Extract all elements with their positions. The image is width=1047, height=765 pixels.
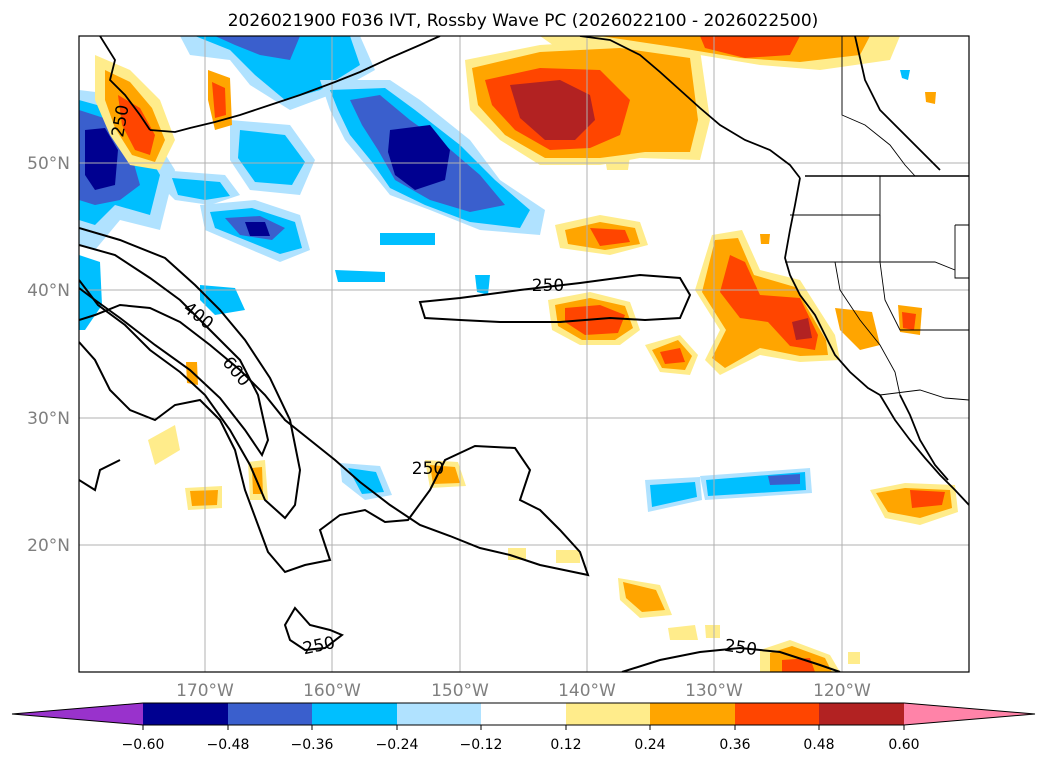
- colorbar-bin: [819, 703, 904, 725]
- colorbar-tick-marks: [142, 725, 905, 730]
- positive-anomaly-region: [700, 36, 800, 58]
- lon-label: 140°W: [558, 681, 616, 701]
- ivt-contours: [79, 227, 841, 672]
- lon-label: 130°W: [685, 681, 743, 701]
- colorbar-tick-label: −0.12: [460, 737, 503, 753]
- lon-label: 170°W: [176, 681, 234, 701]
- positive-anomaly-region: [186, 362, 198, 385]
- positive-anomaly-region: [556, 550, 580, 563]
- negative-anomaly-region: [85, 128, 118, 190]
- negative-anomaly-region: [238, 130, 305, 185]
- colorbar-tick-label: −0.60: [122, 737, 165, 753]
- positive-anomaly-region: [668, 625, 698, 640]
- negative-anomaly-region: [335, 270, 385, 282]
- positive-anomaly-region: [148, 425, 180, 465]
- colorbar-under-arrow: [12, 703, 143, 725]
- lat-label: 40°N: [27, 281, 70, 301]
- colorbar-bin: [566, 703, 650, 725]
- colorbar-bin: [650, 703, 735, 725]
- positive-anomaly-region: [590, 228, 630, 246]
- negative-anomaly-region: [388, 125, 450, 190]
- negative-anomaly-region: [195, 36, 360, 100]
- positive-anomaly-region: [118, 95, 155, 155]
- colorbar-bin: [481, 703, 566, 725]
- negative-anomaly-region: [380, 233, 435, 245]
- lat-label: 20°N: [27, 536, 70, 556]
- lon-label: 160°W: [303, 681, 361, 701]
- colorbar-tick-label: 0.12: [550, 737, 581, 753]
- negative-anomaly-region: [650, 482, 697, 507]
- colorbar-tick-label: 0.48: [803, 737, 834, 753]
- colorbar-bin: [312, 703, 397, 725]
- colorbar-tick-label: −0.36: [291, 737, 334, 753]
- lat-label: 50°N: [27, 154, 70, 174]
- colorbar-tick-label: 0.36: [719, 737, 750, 753]
- latitude-labels: 50°N 40°N 30°N 20°N: [27, 154, 70, 556]
- colorbar-bin: [143, 703, 228, 725]
- colorbar-tick-label: −0.48: [207, 737, 250, 753]
- lon-label: 150°W: [431, 681, 489, 701]
- positive-anomaly-region: [925, 92, 936, 104]
- negative-anomaly-region: [245, 222, 270, 236]
- negative-anomaly-region: [900, 70, 910, 80]
- map-frame: [78, 35, 970, 673]
- negative-anomaly-region: [348, 468, 384, 494]
- positive-anomaly-region: [212, 82, 226, 118]
- positive-anomaly-region: [430, 465, 460, 484]
- positive-anomaly-region: [190, 490, 218, 506]
- colorbar: −0.60 −0.48 −0.36 −0.24 −0.12 0.12 0.24 …: [11, 702, 1036, 753]
- map-panel: 250 400 600 250 250 250 250: [78, 35, 970, 673]
- positive-anomaly-region: [910, 490, 945, 508]
- positive-anomaly-region: [792, 318, 812, 340]
- positive-anomaly-region: [760, 234, 770, 244]
- longitude-labels: 170°W 160°W 150°W 140°W 130°W 120°W: [176, 681, 871, 701]
- positive-anomaly-region: [782, 658, 815, 672]
- colorbar-tick-label: 0.24: [634, 737, 665, 753]
- positive-anomaly-region: [848, 652, 860, 664]
- negative-anomaly-region: [215, 36, 300, 60]
- negative-anomaly-region: [475, 275, 490, 295]
- colorbar-tick-label: 0.60: [888, 737, 919, 753]
- negative-anomaly-region: [172, 178, 230, 200]
- positive-anomaly-region: [508, 548, 526, 560]
- colorbar-tick-label: −0.24: [376, 737, 419, 753]
- negative-anomaly-region: [79, 255, 102, 330]
- positive-anomaly-region: [660, 348, 685, 364]
- negative-anomaly-region: [200, 285, 245, 315]
- anomaly-shading: [79, 36, 958, 672]
- positive-anomaly-region: [835, 308, 880, 350]
- lon-label: 120°W: [813, 681, 871, 701]
- colorbar-over-arrow: [904, 703, 1035, 725]
- positive-anomaly-region: [902, 312, 916, 330]
- colorbar-bin: [397, 703, 481, 725]
- colorbar-bin: [735, 703, 819, 725]
- contour-label: 250: [412, 459, 444, 479]
- positive-anomaly-region: [705, 625, 720, 638]
- colorbar-bin: [228, 703, 312, 725]
- contour-label: 250: [532, 276, 564, 296]
- negative-anomaly-region: [768, 474, 800, 485]
- positive-anomaly-region: [623, 582, 665, 612]
- contour-label: 250: [723, 636, 758, 660]
- state-borders: [785, 36, 969, 401]
- positive-anomaly-region: [510, 80, 595, 140]
- map-title: 2026021900 F036 IVT, Rossby Wave PC (202…: [228, 11, 819, 31]
- lat-label: 30°N: [27, 409, 70, 429]
- coastlines: [99, 36, 969, 506]
